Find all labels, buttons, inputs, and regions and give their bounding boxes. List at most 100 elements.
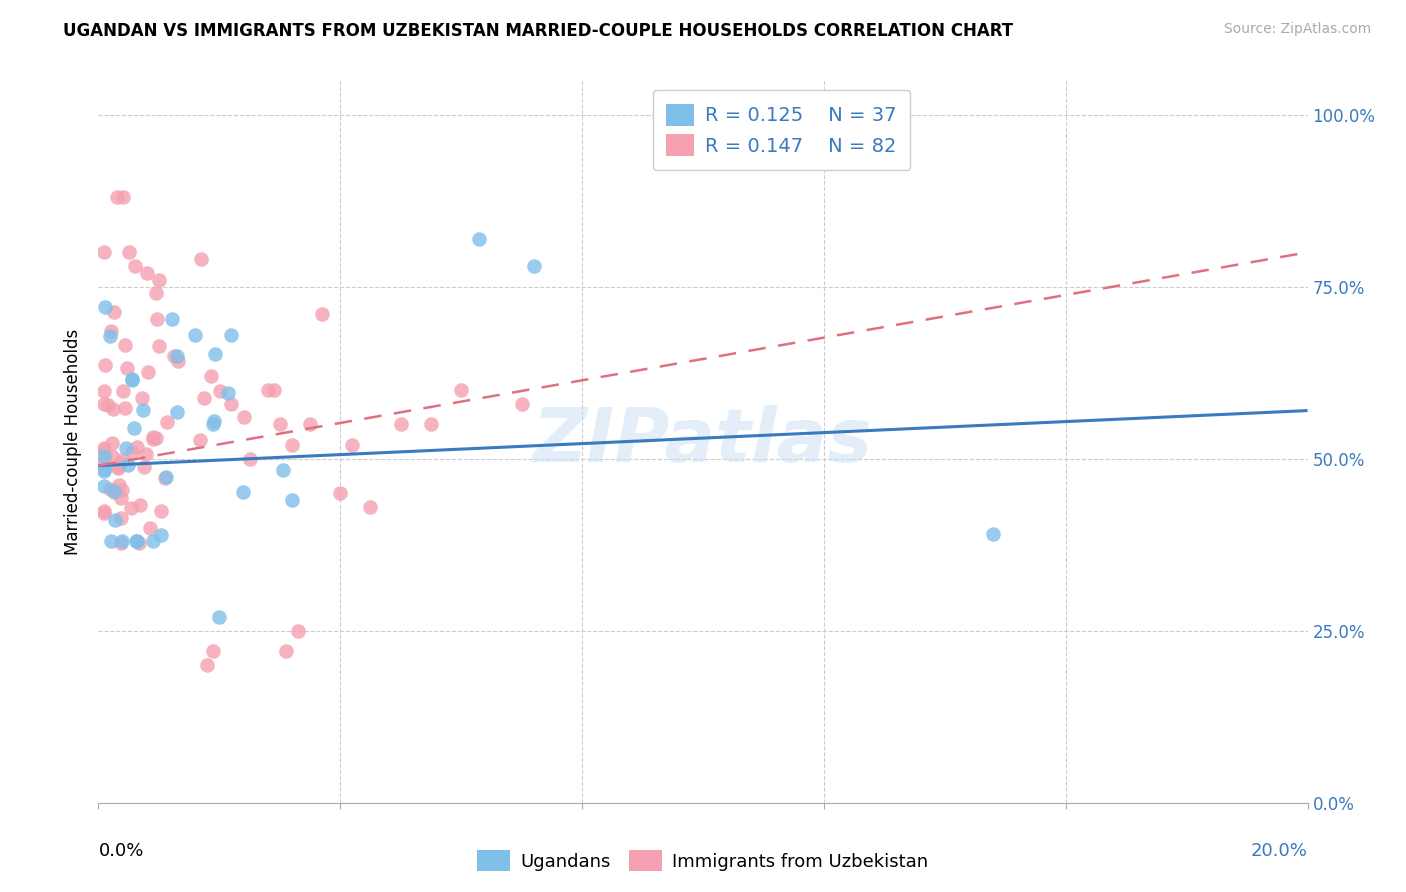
Point	[107, 459, 129, 474]
Legend: Ugandans, Immigrants from Uzbekistan: Ugandans, Immigrants from Uzbekistan	[470, 843, 936, 879]
Point	[468, 231, 491, 245]
Point	[146, 312, 169, 326]
Point	[93, 454, 115, 468]
Point	[121, 371, 143, 385]
Point	[136, 365, 159, 379]
Point	[287, 624, 309, 638]
Point	[93, 479, 115, 493]
Point	[155, 470, 177, 484]
Point	[148, 339, 170, 353]
Point	[115, 441, 138, 455]
Point	[127, 440, 149, 454]
Point	[142, 534, 165, 549]
Point	[148, 273, 170, 287]
Point	[93, 449, 115, 463]
Point	[221, 397, 243, 411]
Point	[93, 464, 115, 478]
Point	[101, 402, 124, 417]
Point	[142, 432, 165, 446]
Point	[281, 438, 304, 452]
Point	[93, 507, 115, 521]
Point	[108, 456, 131, 470]
Point	[139, 521, 162, 535]
Point	[105, 190, 128, 204]
Point	[120, 501, 142, 516]
Point	[450, 383, 472, 397]
Point	[103, 305, 125, 319]
Point	[149, 528, 172, 542]
Point	[145, 285, 167, 300]
Point	[190, 252, 212, 267]
Point	[111, 190, 134, 204]
Point	[263, 383, 285, 397]
Point	[131, 391, 153, 405]
Point	[221, 327, 243, 342]
Point	[107, 460, 129, 475]
Point	[110, 536, 132, 550]
Point	[204, 414, 226, 428]
Text: ZIPatlas: ZIPatlas	[533, 405, 873, 478]
Point	[132, 402, 155, 417]
Point	[94, 301, 117, 315]
Point	[110, 511, 132, 525]
Point	[523, 259, 546, 273]
Point	[166, 353, 188, 368]
Point	[160, 312, 183, 326]
Point	[193, 391, 215, 405]
Point	[232, 484, 254, 499]
Point	[145, 431, 167, 445]
Point	[104, 512, 127, 526]
Point	[149, 504, 172, 518]
Point	[202, 644, 225, 658]
Point	[124, 259, 146, 273]
Point	[389, 417, 412, 432]
Point	[135, 447, 157, 461]
Text: 20.0%: 20.0%	[1251, 842, 1308, 860]
Point	[166, 349, 188, 363]
Point	[122, 421, 145, 435]
Point	[101, 450, 124, 464]
Point	[97, 398, 120, 412]
Point	[134, 459, 156, 474]
Point	[93, 503, 115, 517]
Point	[202, 417, 225, 432]
Point	[163, 349, 186, 363]
Point	[100, 324, 122, 338]
Point	[107, 477, 129, 491]
Text: Source: ZipAtlas.com: Source: ZipAtlas.com	[1223, 22, 1371, 37]
Point	[510, 397, 533, 411]
Point	[269, 417, 291, 432]
Point	[217, 385, 239, 400]
Point	[135, 266, 157, 280]
Point	[166, 405, 188, 419]
Point	[93, 442, 115, 456]
Point	[93, 245, 115, 260]
Point	[141, 430, 163, 444]
Point	[281, 493, 304, 508]
Point	[256, 383, 278, 397]
Point	[110, 491, 132, 505]
Point	[184, 327, 207, 342]
Point	[200, 369, 222, 384]
Point	[101, 435, 124, 450]
Point	[208, 610, 231, 624]
Point	[125, 534, 148, 549]
Point	[239, 451, 262, 466]
Point	[125, 534, 148, 549]
Point	[274, 644, 297, 658]
Point	[93, 462, 115, 476]
Point	[311, 307, 333, 321]
Text: UGANDAN VS IMMIGRANTS FROM UZBEKISTAN MARRIED-COUPLE HOUSEHOLDS CORRELATION CHAR: UGANDAN VS IMMIGRANTS FROM UZBEKISTAN MA…	[63, 22, 1014, 40]
Point	[156, 415, 179, 429]
Point	[98, 482, 121, 496]
Point	[121, 373, 143, 387]
Text: 0.0%: 0.0%	[98, 842, 143, 860]
Point	[155, 471, 177, 485]
Point	[329, 486, 352, 500]
Point	[360, 500, 382, 514]
Point	[420, 417, 443, 432]
Point	[115, 360, 138, 375]
Point	[110, 534, 132, 549]
Point	[94, 358, 117, 372]
Point	[118, 245, 141, 260]
